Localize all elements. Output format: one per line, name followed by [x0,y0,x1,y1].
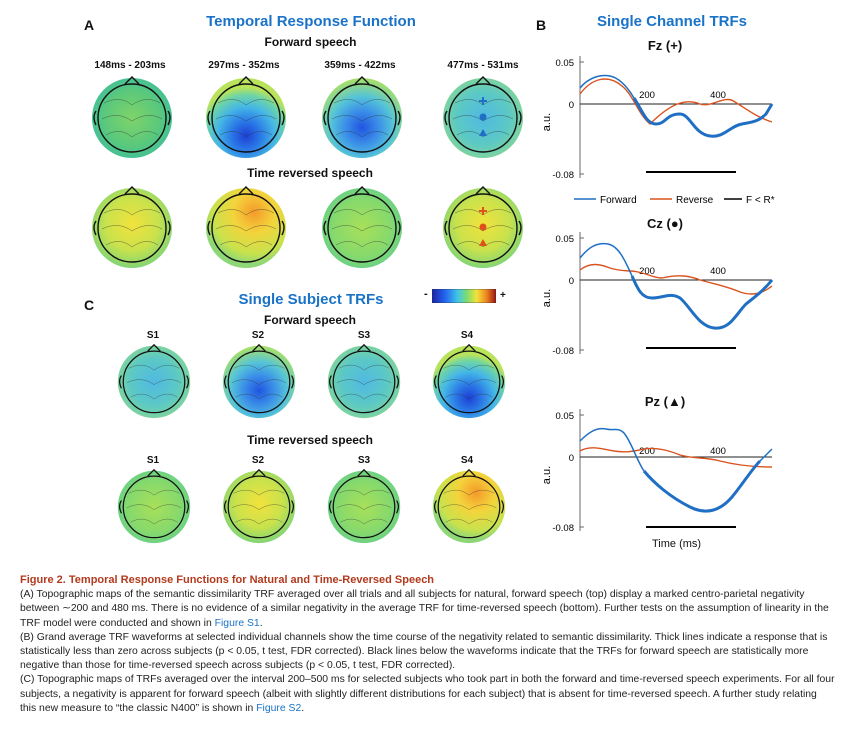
forward-line-significant [642,459,762,513]
legend-significance: F < R* [746,195,775,206]
panel-b-letter: B [536,17,547,33]
topomap-forward-1 [90,75,174,159]
y-tick-top: 0.05 [556,234,575,245]
channel-title-pz: Pz (▲) [644,394,686,409]
topomap-subject-reversed-3 [326,468,402,544]
subject-label-reversed-1: S1 [146,455,160,466]
panel-c-forward-label: Forward speech [263,313,357,327]
y-tick-bottom: -0.08 [552,523,574,534]
channel-chart-cz: 0.05 0 -0.08 a.u. 200 400 [541,232,774,357]
caption-panel-c: (C) Topographic maps of TRFs averaged ov… [20,674,835,714]
subject-label-forward-4: S4 [460,330,474,341]
channel-chart-pz: 0.05 0 -0.08 a.u. 200 400 [541,409,773,534]
colorbar-max-label: + [500,290,506,301]
time-window-3: 359ms - 422ms [324,60,396,71]
forward-line [579,242,633,277]
subject-label-reversed-2: S2 [251,455,265,466]
y-tick-zero: 0 [569,453,574,464]
reverse-line [579,263,773,295]
panel-c-letter: C [84,297,95,313]
topomap-reversed-3 [320,185,404,269]
channel-title-cz: Cz (●) [646,216,683,231]
colorbar [432,289,496,303]
channel-chart-fz: 0.05 0 -0.08 a.u. 200 400 [541,56,774,181]
chart-legend: Forward Reverse F < R* [574,195,775,206]
panel-a-letter: A [84,17,95,33]
panel-a-forward-label: Forward speech [264,35,357,49]
y-tick-top: 0.05 [556,411,575,422]
panel-c-title: Single Subject TRFs [238,291,384,308]
y-axis-label: a.u. [541,466,553,484]
reverse-line [579,447,773,468]
topomap-forward-3 [320,75,404,159]
subject-label-forward-2: S2 [251,330,265,341]
y-axis-label: a.u. [541,289,553,307]
panel-c-reversed-label: Time reversed speech [247,433,373,447]
x-tick-200: 200 [639,446,655,457]
x-axis-label: Time (ms) [652,538,702,550]
time-window-4: 477ms - 531ms [447,60,519,71]
forward-line [579,427,645,472]
colorbar-min-label: - [424,288,428,300]
caption-title: Figure 2. Temporal Response Functions fo… [20,574,435,586]
topomap-subject-forward-2 [221,343,297,419]
caption-panel-a: (A) Topographic maps of the semantic dis… [20,589,829,629]
panel-a-reversed-label: Time reversed speech [247,166,373,180]
caption-panel-b: (B) Grand average TRF waveforms at selec… [20,631,828,672]
subject-label-forward-3: S3 [357,330,371,341]
reverse-line [579,78,773,125]
topomap-reversed-2 [204,185,288,269]
x-tick-200: 200 [639,90,655,101]
topomap-subject-forward-4 [431,343,507,419]
forward-line-significant [632,97,774,138]
figure-caption: Figure 2. Temporal Response Functions fo… [20,574,835,714]
y-tick-top: 0.05 [556,58,575,69]
y-tick-bottom: -0.08 [552,346,574,357]
x-tick-400: 400 [710,446,726,457]
subject-label-reversed-4: S4 [460,455,474,466]
subject-label-forward-1: S1 [146,330,160,341]
y-axis-label: a.u. [541,113,553,131]
topomap-forward-2 [204,75,288,159]
topomap-reversed-1 [90,185,174,269]
legend-reverse: Reverse [676,195,714,206]
subject-label-reversed-3: S3 [357,455,371,466]
topomap-forward-4 [441,75,525,159]
forward-line-significant [630,275,774,330]
topomap-subject-forward-1 [116,343,192,419]
panel-a-title: Temporal Response Function [206,13,416,30]
time-window-1: 148ms - 203ms [94,60,166,71]
topomap-subject-reversed-2 [221,468,297,544]
channel-title-fz: Fz (+) [647,38,683,53]
y-tick-zero: 0 [569,100,574,111]
x-tick-200: 200 [639,266,655,277]
y-tick-zero: 0 [569,276,574,287]
time-window-2: 297ms - 352ms [208,60,280,71]
legend-forward: Forward [600,195,637,206]
y-tick-bottom: -0.08 [552,170,574,181]
topomap-subject-reversed-1 [116,468,192,544]
topomap-reversed-4 [441,185,525,269]
figure-s1-link[interactable]: Figure S1 [214,617,260,629]
x-tick-400: 400 [710,266,726,277]
topomap-subject-reversed-4 [431,468,507,544]
figure-s2-link[interactable]: Figure S2 [256,702,302,714]
topomap-subject-forward-3 [326,343,402,419]
forward-line [579,74,635,99]
panel-b-title: Single Channel TRFs [596,13,747,30]
x-tick-400: 400 [710,90,726,101]
